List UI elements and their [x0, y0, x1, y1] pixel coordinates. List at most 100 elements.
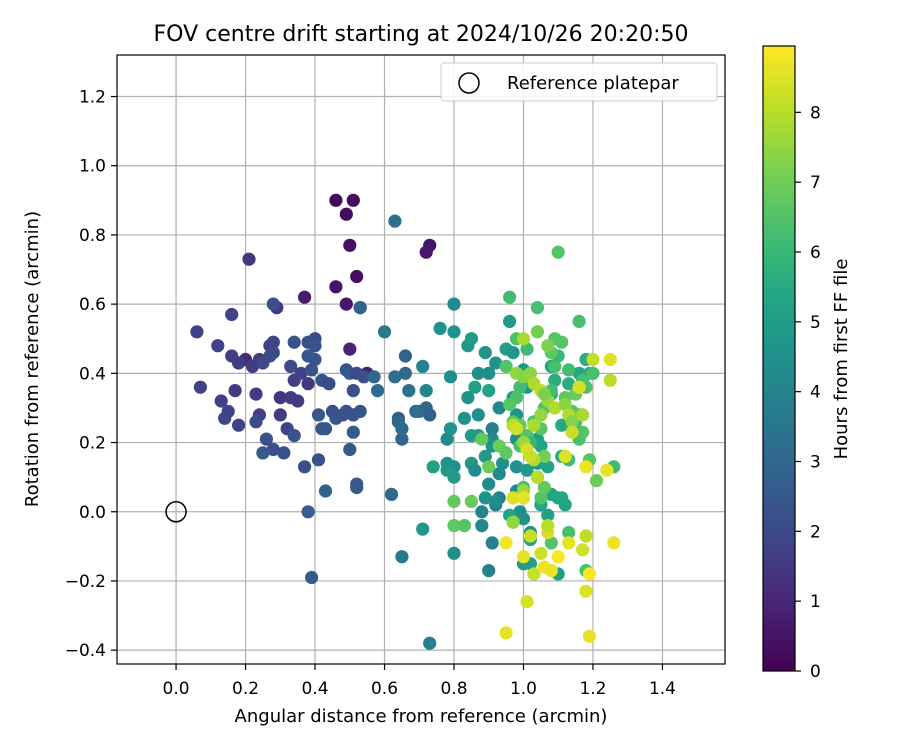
data-point: [565, 415, 579, 429]
data-point: [266, 442, 280, 457]
data-point: [499, 359, 513, 373]
data-point: [482, 366, 496, 380]
data-point: [464, 332, 478, 346]
data-point: [544, 536, 558, 550]
x-tick-label: 1.0: [510, 679, 537, 699]
data-point: [343, 342, 357, 356]
data-point: [579, 584, 593, 598]
data-point: [395, 432, 409, 446]
data-point: [530, 301, 545, 315]
data-point: [419, 384, 433, 398]
data-point: [603, 373, 617, 387]
data-point: [423, 636, 437, 650]
data-point: [447, 297, 461, 311]
data-point: [273, 391, 287, 405]
data-point: [298, 290, 312, 304]
data-point: [266, 335, 280, 349]
data-point: [395, 422, 409, 436]
data-point: [440, 432, 454, 446]
data-point: [503, 290, 517, 304]
data-point: [565, 425, 579, 439]
data-point: [346, 384, 360, 398]
x-tick-label: 0.4: [302, 679, 329, 699]
data-point: [346, 193, 360, 207]
data-point: [294, 366, 308, 380]
data-point: [371, 384, 385, 398]
data-point: [291, 394, 305, 408]
data-point: [482, 477, 496, 491]
data-point: [499, 536, 513, 550]
data-point: [551, 550, 565, 564]
x-tick-label: 0.8: [440, 679, 467, 699]
data-point: [551, 245, 565, 259]
data-point: [527, 567, 541, 581]
colorbar-tick-label: 2: [810, 522, 821, 542]
x-tick-label: 0.6: [371, 679, 398, 699]
colorbar-tick-label: 1: [810, 592, 821, 612]
data-point: [402, 384, 416, 398]
data-point: [464, 494, 478, 508]
colorbar-tick-label: 3: [810, 453, 821, 473]
data-point: [520, 595, 534, 609]
data-point: [225, 307, 239, 322]
data-point: [287, 429, 301, 443]
data-point: [562, 525, 576, 540]
data-point: [350, 269, 364, 284]
data-point: [322, 377, 336, 391]
data-point: [478, 449, 492, 463]
data-point: [520, 463, 534, 477]
data-point: [530, 325, 545, 339]
data-point: [548, 373, 562, 387]
data-point: [398, 349, 412, 363]
data-point: [489, 494, 503, 508]
data-point: [353, 404, 367, 418]
data-point: [516, 550, 531, 564]
data-point: [576, 408, 590, 422]
colorbar-tick-label: 0: [810, 662, 821, 682]
data-point: [301, 505, 315, 519]
colorbar-tick-label: 6: [810, 243, 821, 263]
data-point: [308, 339, 322, 353]
data-point: [357, 370, 371, 384]
colorbar-label: Hours from first FF file: [831, 259, 852, 460]
data-point: [193, 380, 207, 394]
data-point: [228, 384, 242, 398]
data-point: [506, 491, 520, 505]
legend-label: Reference platepar: [507, 73, 679, 94]
legend-marker-icon: [458, 72, 480, 94]
colorbar-gradient: [762, 45, 796, 672]
data-point: [266, 297, 280, 311]
data-point: [471, 408, 485, 422]
data-point: [582, 629, 597, 643]
data-point: [256, 356, 270, 370]
data-point: [384, 487, 399, 501]
data-point: [579, 460, 593, 474]
y-tick-label: 0.0: [79, 503, 106, 523]
colorbar-tick-label: 4: [810, 383, 821, 403]
data-point: [311, 453, 326, 467]
data-point: [555, 335, 569, 349]
data-point: [287, 335, 301, 349]
data-point: [478, 346, 492, 360]
data-point: [395, 550, 409, 564]
data-point: [416, 359, 430, 373]
x-tick-label: 1.2: [579, 679, 606, 699]
data-point: [482, 564, 496, 578]
data-point: [520, 342, 534, 356]
data-point: [523, 449, 538, 463]
colorbar-tick-label: 5: [810, 313, 821, 333]
data-point: [541, 508, 555, 522]
data-point: [329, 280, 343, 294]
data-point: [305, 570, 319, 585]
data-point: [496, 456, 510, 470]
data-point: [249, 387, 263, 401]
data-point: [447, 519, 461, 533]
data-point: [305, 363, 319, 377]
data-point: [562, 377, 576, 391]
data-point: [576, 543, 590, 557]
data-point: [447, 494, 461, 508]
x-tick-label: 1.4: [649, 679, 676, 699]
data-point: [311, 408, 326, 422]
data-point: [541, 519, 555, 533]
data-point: [388, 370, 402, 384]
